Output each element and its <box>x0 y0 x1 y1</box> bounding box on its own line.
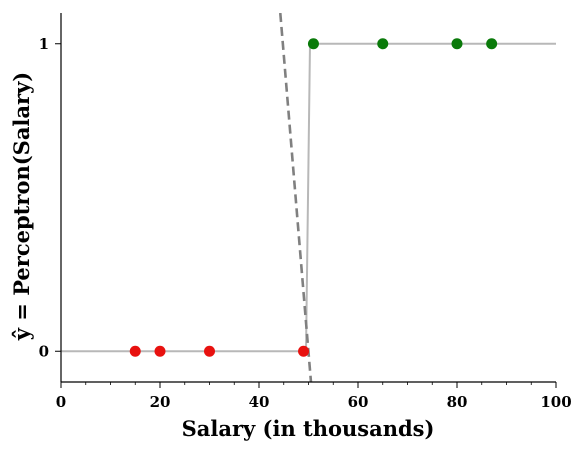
plot-content <box>61 13 556 382</box>
data-point-1-3 <box>486 38 498 50</box>
ticks: 0 20 40 60 80 100 0 1 <box>39 35 572 411</box>
decision-boundary-line <box>278 13 313 382</box>
y-axis-label: ŷ = Perceptron(Salary) <box>9 72 34 341</box>
y-tick-label-0: 0 <box>39 342 49 360</box>
data-point-1-1 <box>377 38 389 50</box>
x-axis-label: Salary (in thousands) <box>182 416 435 441</box>
x-tick-label-20: 20 <box>150 393 171 411</box>
x-tick-label-100: 100 <box>540 393 571 411</box>
y-tick-label-1: 1 <box>39 35 49 53</box>
x-tick-label-60: 60 <box>348 393 369 411</box>
data-point-0-3 <box>298 345 310 357</box>
step-function-line <box>61 42 556 353</box>
data-point-1-0 <box>307 38 319 50</box>
data-point-0-0 <box>129 345 141 357</box>
data-point-0-2 <box>204 345 215 357</box>
plot-area <box>61 13 556 382</box>
data-point-0-1 <box>154 345 166 357</box>
x-tick-label-80: 80 <box>447 393 468 411</box>
data-point-1-2 <box>451 38 463 50</box>
x-tick-label-40: 40 <box>249 393 270 411</box>
x-tick-label-0: 0 <box>56 393 66 411</box>
